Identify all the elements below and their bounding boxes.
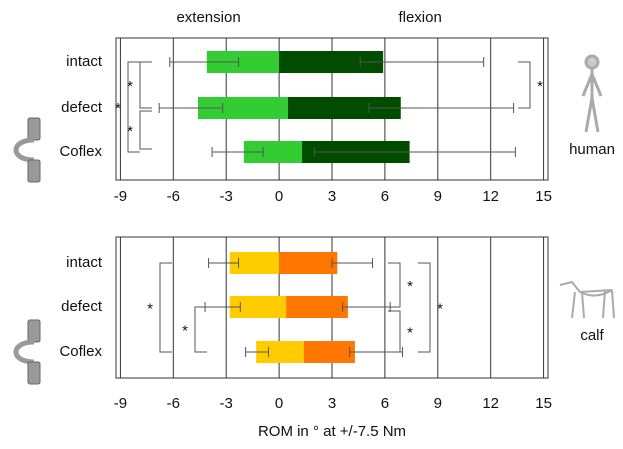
significance-label: * [182, 322, 188, 339]
human-skeleton-icon [581, 54, 603, 133]
implant-icon [13, 117, 41, 183]
significance-label: * [115, 100, 121, 117]
category-label: intact [66, 53, 103, 70]
plot-frame [115, 37, 549, 181]
significance-label: * [407, 278, 413, 295]
x-tick-label: 9 [434, 395, 442, 412]
header-right: flexion [398, 9, 441, 26]
x-tick-label: 15 [535, 188, 552, 205]
extension-bar [206, 51, 280, 73]
x-tick-label: -9 [114, 395, 127, 412]
calf-skeleton-icon [559, 280, 615, 319]
flexion-bar [286, 296, 348, 318]
significance-bracket [139, 110, 152, 150]
category-label: Coflex [59, 343, 102, 360]
extension-bar [256, 341, 304, 363]
significance-label: * [127, 78, 133, 95]
flexion-bar [287, 97, 401, 119]
x-tick-label: -9 [114, 188, 127, 205]
x-tick-label: 3 [328, 188, 336, 205]
plot-frame [115, 236, 549, 379]
flexion-bar [303, 341, 355, 363]
x-tick-label: 6 [381, 188, 389, 205]
x-tick-label: 12 [482, 395, 499, 412]
x-tick-label: 6 [381, 395, 389, 412]
implant-icon [13, 319, 41, 385]
x-tick-label: 0 [275, 395, 283, 412]
category-label: defect [61, 298, 103, 315]
category-label: intact [66, 254, 103, 271]
significance-bracket [418, 262, 431, 353]
significance-label: * [437, 300, 443, 317]
significance-bracket [127, 61, 140, 153]
significance-label: * [537, 78, 543, 95]
x-tick-label: 12 [482, 188, 499, 205]
x-tick-label: 15 [535, 395, 552, 412]
category-label: defect [61, 99, 103, 116]
extension-bar [229, 296, 287, 318]
extension-bar [197, 97, 288, 119]
flexion-bar [279, 252, 338, 274]
significance-bracket [388, 262, 401, 308]
x-tick-label: 9 [434, 188, 442, 205]
significance-label: * [127, 123, 133, 140]
significance-label: * [147, 300, 153, 317]
significance-bracket [194, 306, 207, 353]
flexion-bar [279, 51, 384, 73]
x-tick-label: 0 [275, 188, 283, 205]
x-axis-label: ROM in ° at +/-7.5 Nm [258, 423, 406, 440]
significance-bracket [139, 61, 152, 109]
significance-bracket [159, 262, 172, 353]
x-tick-label: 3 [328, 395, 336, 412]
significance-bracket [388, 310, 401, 353]
x-tick-label: -3 [220, 395, 233, 412]
category-label: Coflex [59, 143, 102, 160]
x-tick-label: -3 [220, 188, 233, 205]
x-tick-label: -6 [167, 188, 180, 205]
significance-bracket [518, 61, 531, 109]
extension-bar [243, 141, 303, 163]
extension-bar [229, 252, 280, 274]
significance-label: * [407, 324, 413, 341]
side-label: human [569, 141, 615, 158]
side-label: calf [580, 327, 604, 344]
x-tick-label: -6 [167, 395, 180, 412]
header-left: extension [176, 9, 240, 26]
